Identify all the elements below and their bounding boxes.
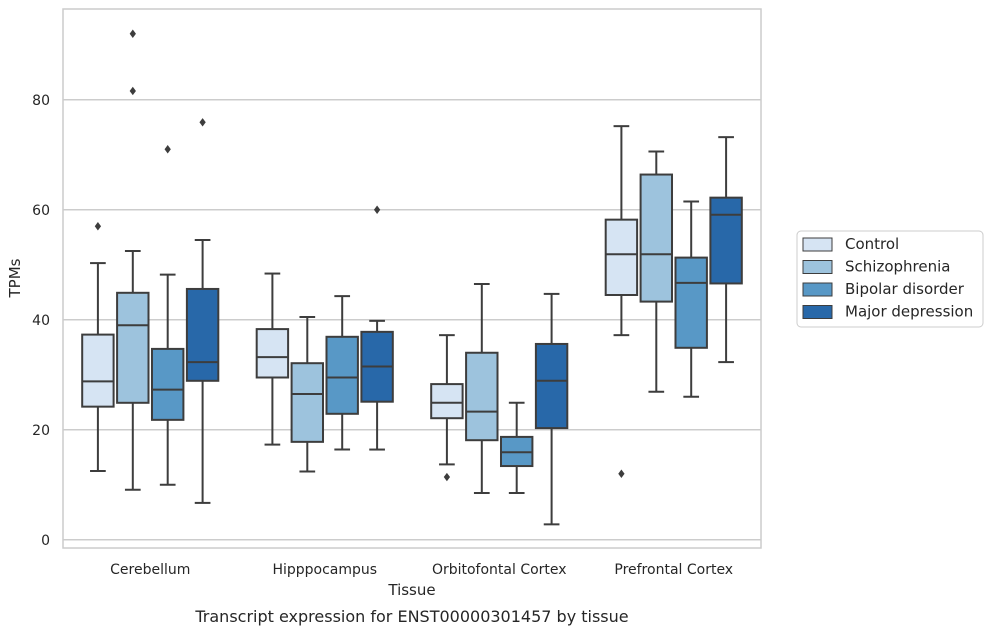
legend-label: Bipolar disorder bbox=[845, 280, 965, 298]
box bbox=[465, 351, 499, 442]
outlier-point bbox=[199, 118, 206, 127]
legend-swatch bbox=[802, 260, 833, 274]
y-tick-label: 60 bbox=[32, 203, 50, 219]
outlier-point bbox=[129, 29, 136, 38]
box bbox=[255, 328, 290, 379]
legend-swatch bbox=[802, 305, 833, 319]
outlier-point bbox=[618, 469, 625, 478]
box bbox=[674, 256, 708, 349]
box bbox=[430, 383, 464, 420]
x-tick-label: Prefrontal Cortex bbox=[614, 562, 733, 578]
outlier-point bbox=[443, 472, 451, 482]
x-axis-title: Tissue bbox=[387, 581, 435, 599]
outlier-point bbox=[129, 86, 136, 96]
chart-caption: Transcript expression for ENST0000030145… bbox=[194, 607, 628, 626]
x-tick-label: Hipppocampus bbox=[272, 562, 377, 578]
box bbox=[116, 291, 150, 404]
box bbox=[709, 196, 743, 285]
box bbox=[604, 218, 639, 296]
box bbox=[81, 333, 115, 408]
plot-frame bbox=[62, 8, 762, 549]
legend-swatch bbox=[802, 237, 833, 252]
outlier-point bbox=[164, 145, 171, 154]
legend: Control Schizophrenia Bipolar disorder Majo… bbox=[796, 230, 984, 328]
legend-label: Major depression bbox=[845, 303, 973, 321]
box bbox=[534, 342, 569, 430]
plot-area bbox=[81, 29, 743, 526]
box bbox=[325, 335, 359, 415]
legend-swatch bbox=[802, 282, 833, 297]
box bbox=[639, 173, 674, 303]
y-tick-label: 40 bbox=[32, 313, 50, 329]
outlier-point bbox=[94, 222, 102, 231]
legend-label: Control bbox=[845, 235, 899, 253]
y-tick-label: 80 bbox=[32, 93, 50, 109]
legend-frame bbox=[796, 230, 984, 328]
box bbox=[185, 287, 220, 382]
x-axis-ticks: Cerebellum Hipppocampus Orbitofontal Corte… bbox=[110, 562, 733, 578]
x-tick-label: Cerebellum bbox=[110, 562, 190, 578]
y-tick-label: 20 bbox=[32, 423, 50, 439]
y-axis-ticks: 0 20 40 60 80 bbox=[32, 93, 50, 549]
box bbox=[290, 362, 325, 443]
y-tick-label: 0 bbox=[41, 533, 50, 549]
y-axis-title: TPMs bbox=[6, 258, 24, 298]
outlier-point bbox=[373, 205, 381, 214]
box bbox=[150, 347, 185, 421]
x-tick-label: Orbitofontal Cortex bbox=[432, 562, 567, 578]
legend-label: Schizophrenia bbox=[845, 258, 950, 276]
